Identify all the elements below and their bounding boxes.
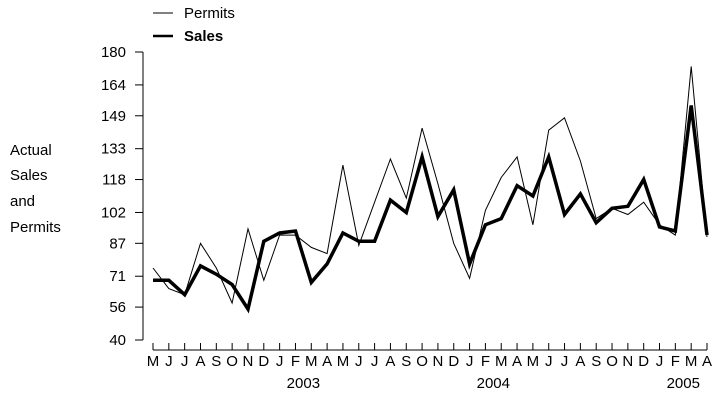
- series-line-sales: [153, 105, 709, 314]
- x-tick-label: D: [448, 353, 459, 370]
- x-tick-label: D: [258, 353, 269, 370]
- y-tick-label: 164: [101, 77, 126, 94]
- x-tick-label: A: [702, 353, 712, 370]
- x-tick-label: O: [606, 353, 618, 370]
- x-tick-label: F: [481, 353, 490, 370]
- y-axis-title: Actual Sales and Permits: [10, 142, 61, 236]
- x-tick-label: M: [527, 353, 540, 370]
- x-tick-label: J: [561, 353, 569, 370]
- series-layer: [152, 66, 709, 314]
- y-axis-title-line-1: Actual: [10, 142, 52, 159]
- x-tick-label: A: [195, 353, 205, 370]
- y-tick-label: 180: [101, 44, 126, 61]
- legend-label-sales: Sales: [184, 28, 223, 45]
- y-tick-label: 133: [101, 141, 126, 158]
- x-tick-label: A: [575, 353, 585, 370]
- y-tick-label: 40: [109, 332, 126, 349]
- legend-label-permits: Permits: [184, 5, 235, 22]
- y-tick-label: 102: [101, 204, 126, 221]
- y-tick-label: 56: [109, 299, 126, 316]
- x-tick-label: J: [276, 353, 284, 370]
- x-tick-label: N: [243, 353, 254, 370]
- x-tick-label: J: [545, 353, 553, 370]
- x-tick-label: J: [355, 353, 363, 370]
- x-tick-label: O: [416, 353, 428, 370]
- x-tick-label: O: [226, 353, 238, 370]
- x-tick-label: J: [371, 353, 379, 370]
- x-tick-label: S: [591, 353, 601, 370]
- x-tick-label: M: [305, 353, 318, 370]
- x-tick-label: A: [322, 353, 332, 370]
- x-tick-label: N: [432, 353, 443, 370]
- y-tick-label: 149: [101, 108, 126, 125]
- x-tick-label: N: [622, 353, 633, 370]
- x-tick-label: A: [385, 353, 395, 370]
- x-tick-label: J: [181, 353, 189, 370]
- x-year-label: 2005: [667, 375, 700, 392]
- x-tick-label: J: [656, 353, 664, 370]
- x-tick-label: J: [165, 353, 173, 370]
- x-tick-label: F: [291, 353, 300, 370]
- x-tick-label: M: [685, 353, 698, 370]
- x-year-label: 2004: [477, 375, 510, 392]
- x-tick-label: F: [671, 353, 680, 370]
- x-tick-label: S: [211, 353, 221, 370]
- legend: Permits Sales: [153, 5, 235, 45]
- x-tick-label: M: [495, 353, 508, 370]
- y-tick-label: 118: [102, 172, 126, 189]
- x-tick-label: J: [466, 353, 474, 370]
- x-tick-label: S: [401, 353, 411, 370]
- y-axis-title-line-2: Sales: [10, 167, 48, 184]
- x-tick-label: M: [147, 353, 160, 370]
- x-tick-label: M: [337, 353, 350, 370]
- y-axis-title-line-4: Permits: [10, 219, 61, 236]
- y-tick-label: 87: [109, 235, 126, 252]
- x-tick-label: A: [512, 353, 522, 370]
- y-axis-title-line-3: and: [10, 193, 35, 210]
- x-tick-label: D: [638, 353, 649, 370]
- x-year-label: 2003: [287, 375, 320, 392]
- y-tick-label: 71: [109, 268, 126, 285]
